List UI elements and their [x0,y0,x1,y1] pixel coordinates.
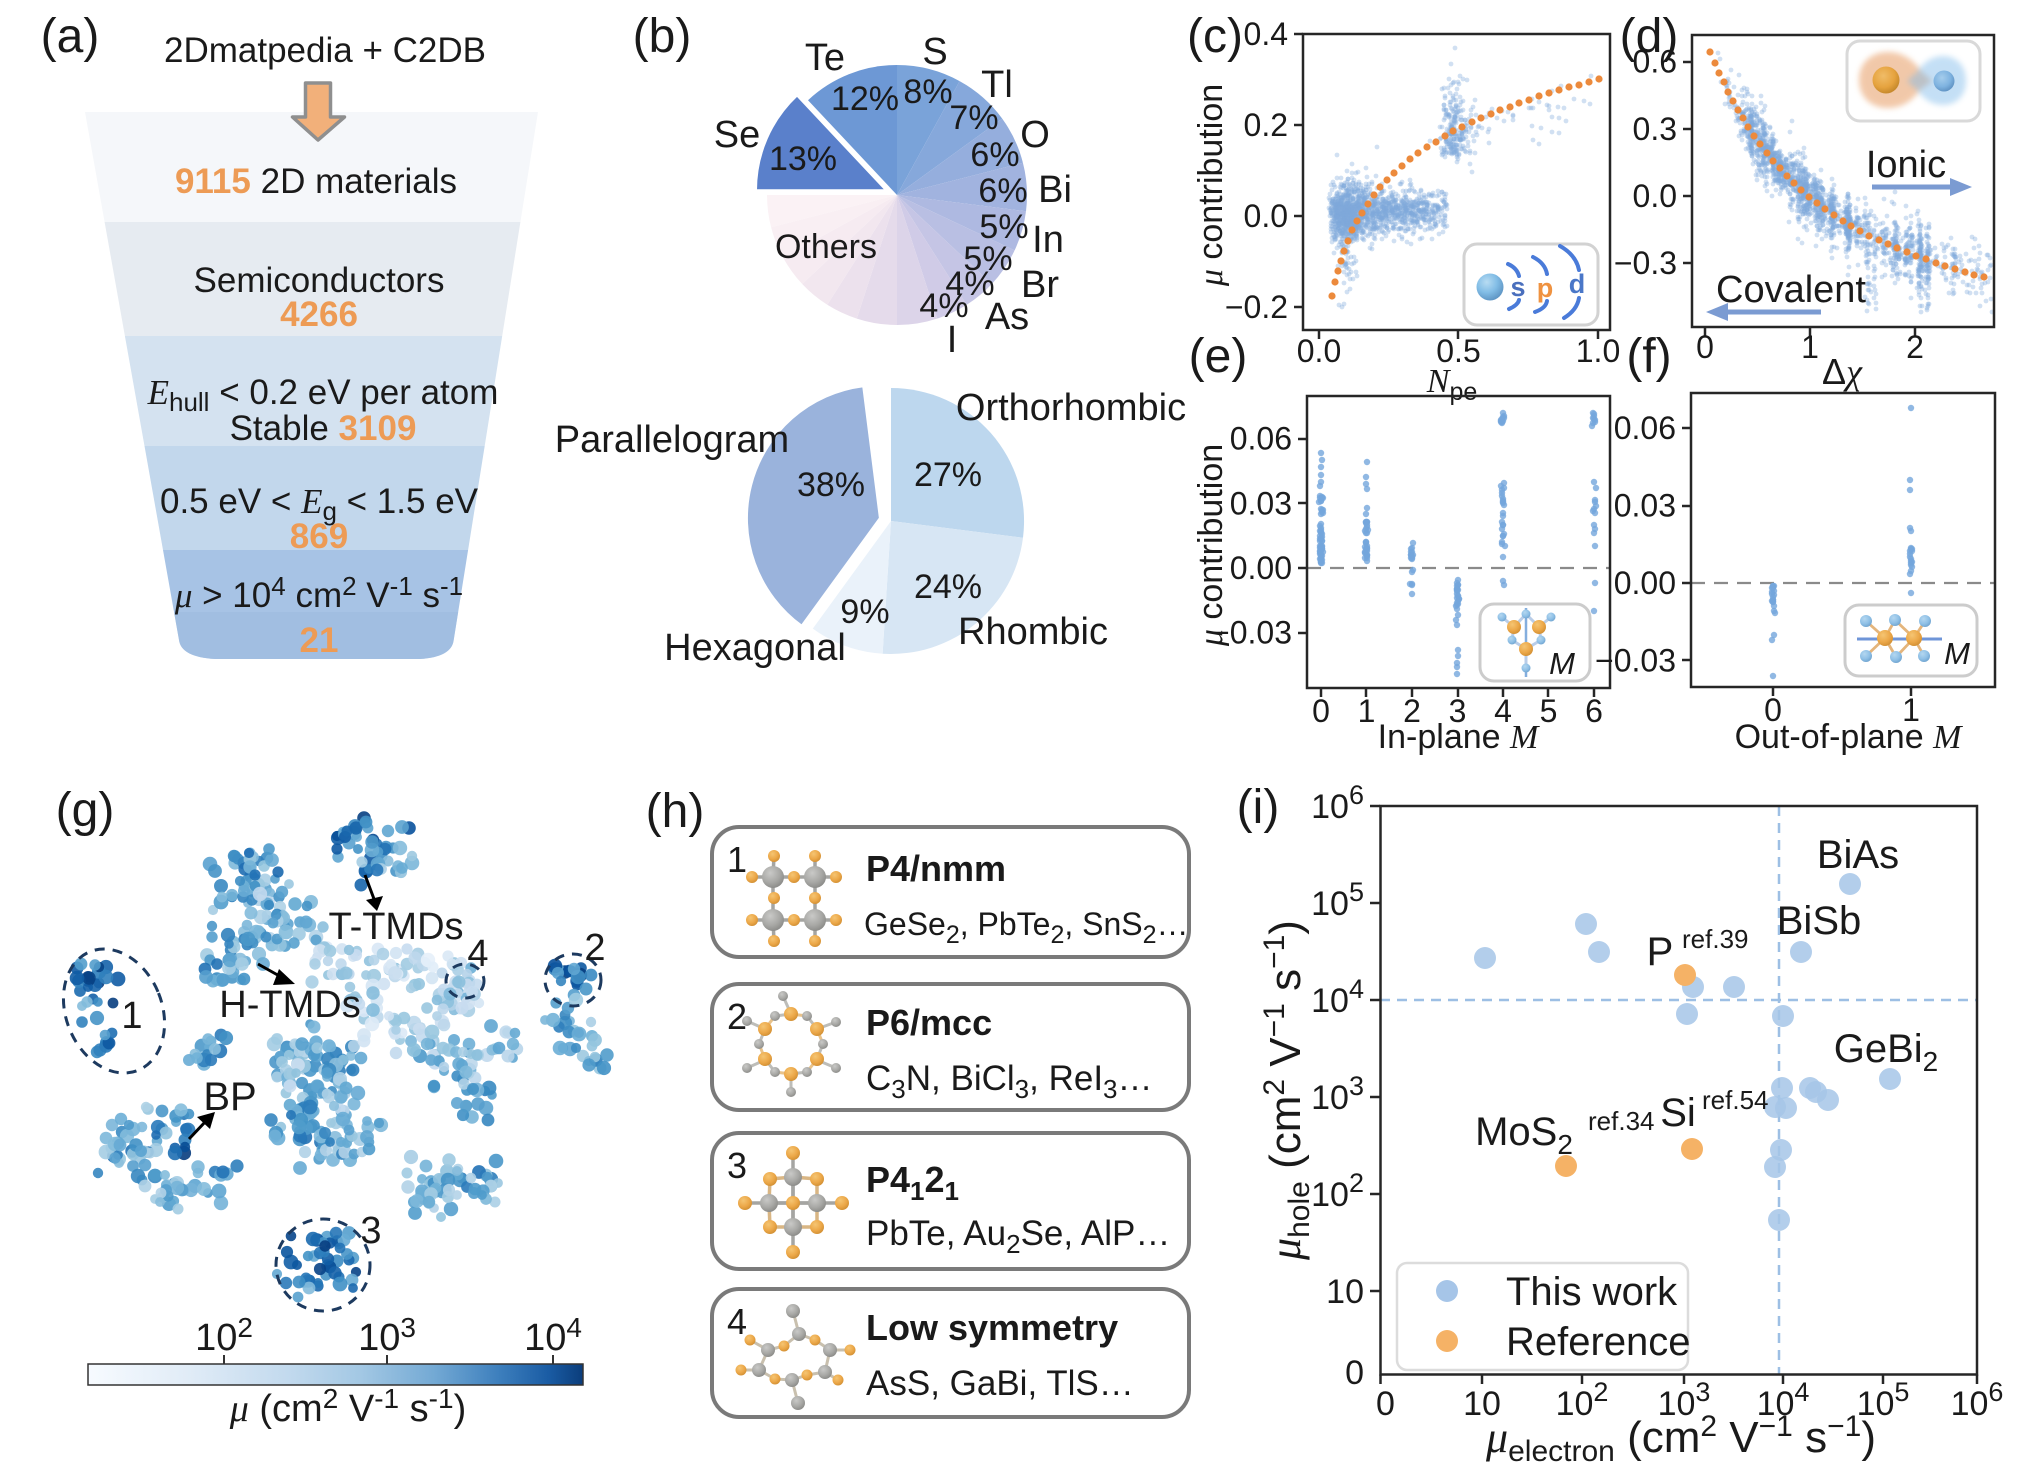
svg-text:0.00: 0.00 [1230,550,1292,586]
svg-text:Semiconductors: Semiconductors [194,261,445,300]
svg-text:1: 1 [1801,329,1819,365]
svg-text:s: s [1510,272,1525,302]
svg-text:Tl: Tl [981,64,1013,106]
svg-text:27%: 27% [914,456,982,494]
svg-text:5: 5 [1540,693,1558,729]
svg-text:p: p [1537,273,1554,303]
svg-text:(b): (b) [633,10,692,63]
svg-text:μ contribution: μ contribution [1192,444,1230,647]
svg-text:In-plane M: In-plane M [1378,718,1540,756]
svg-text:0.06: 0.06 [1230,421,1292,457]
svg-text:13%: 13% [769,140,837,178]
svg-text:7%: 7% [949,99,998,137]
svg-text:Δχ: Δχ [1822,351,1863,392]
svg-text:2Dmatpedia + C2DB: 2Dmatpedia + C2DB [164,31,486,70]
svg-text:Out-of-plane M: Out-of-plane M [1735,718,1963,756]
svg-text:Npe: Npe [1426,363,1478,406]
svg-text:9115 2D materials: 9115 2D materials [175,162,457,201]
svg-text:μ contribution: μ contribution [1192,84,1230,287]
svg-text:2: 2 [1906,329,1924,365]
svg-text:0.6: 0.6 [1633,44,1677,80]
svg-text:Se: Se [714,114,760,156]
svg-text:μ > 104 cm2 V-1 s-1: μ > 104 cm2 V-1 s-1 [174,571,463,615]
svg-text:0.03: 0.03 [1614,488,1676,524]
svg-text:5%: 5% [963,240,1012,278]
svg-text:Parallelogram: Parallelogram [555,419,789,461]
svg-text:0.4: 0.4 [1244,16,1288,52]
svg-text:5%: 5% [979,208,1028,246]
svg-text:−0.03: −0.03 [1595,642,1676,678]
svg-text:As: As [985,296,1029,338]
svg-text:12%: 12% [831,80,899,118]
svg-text:0.5 eV < Eg < 1.5 eV: 0.5 eV < Eg < 1.5 eV [160,482,479,526]
svg-text:d: d [1569,269,1586,299]
svg-text:6: 6 [1585,693,1603,729]
svg-text:Te: Te [805,37,845,79]
svg-text:4%: 4% [919,287,968,325]
svg-text:Ehull < 0.2 eV per atom: Ehull < 0.2 eV per atom [147,373,499,417]
svg-text:Covalent: Covalent [1716,269,1866,311]
svg-text:(e): (e) [1189,330,1248,383]
svg-text:(g): (g) [56,784,115,837]
svg-text:24%: 24% [914,568,982,606]
svg-text:4%: 4% [945,265,994,303]
svg-text:Others: Others [775,228,877,266]
svg-text:In: In [1032,219,1064,261]
svg-text:8%: 8% [903,73,952,111]
svg-text:I: I [947,319,958,361]
svg-text:−0.3: −0.3 [1614,245,1677,281]
svg-text:M: M [1944,636,1970,671]
svg-text:6%: 6% [978,172,1027,210]
svg-text:38%: 38% [797,466,865,504]
svg-text:−0.2: −0.2 [1225,289,1288,325]
svg-text:Br: Br [1021,264,1059,306]
svg-text:Bi: Bi [1038,169,1072,211]
svg-text:Orthorhombic: Orthorhombic [956,387,1186,429]
svg-text:1.0: 1.0 [1576,333,1620,369]
svg-text:0.00: 0.00 [1614,565,1676,601]
svg-text:O: O [1020,114,1050,156]
svg-text:Ionic: Ionic [1866,144,1946,186]
svg-text:(f): (f) [1626,330,1671,383]
svg-text:21: 21 [300,621,339,660]
svg-text:1: 1 [1358,693,1376,729]
svg-text:0.03: 0.03 [1230,485,1292,521]
svg-text:4266: 4266 [280,295,358,334]
svg-text:0.0: 0.0 [1244,198,1288,234]
svg-text:Hexagonal: Hexagonal [664,627,846,669]
svg-text:0.3: 0.3 [1633,111,1677,147]
svg-text:9%: 9% [840,593,889,631]
svg-text:(a): (a) [41,10,100,63]
svg-text:S: S [922,31,947,73]
svg-text:0.0: 0.0 [1297,333,1341,369]
svg-text:Rhombic: Rhombic [958,611,1108,653]
svg-text:869: 869 [290,517,348,556]
svg-text:(c): (c) [1187,10,1243,63]
svg-text:0.0: 0.0 [1633,178,1677,214]
svg-text:0: 0 [1696,329,1714,365]
svg-text:Stable 3109: Stable 3109 [230,409,417,448]
svg-text:M: M [1549,646,1575,681]
svg-text:0.06: 0.06 [1614,410,1676,446]
svg-text:0: 0 [1312,693,1330,729]
svg-text:0.2: 0.2 [1244,107,1288,143]
svg-text:6%: 6% [970,136,1019,174]
